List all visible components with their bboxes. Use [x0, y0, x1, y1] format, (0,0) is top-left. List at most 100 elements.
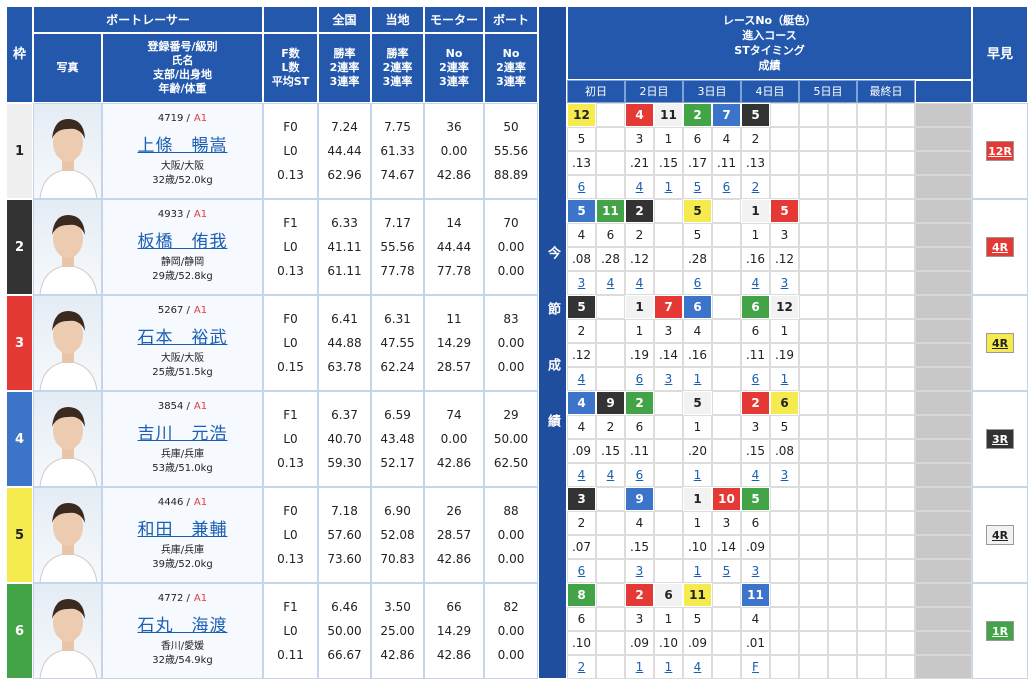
course: 4	[683, 319, 712, 343]
frame-number: 1	[6, 103, 33, 199]
result[interactable]: 1	[654, 175, 683, 199]
course: 3	[654, 319, 683, 343]
result[interactable]: 3	[567, 271, 596, 295]
stat-value: 28.57	[436, 360, 472, 374]
stat-field: 2連率	[439, 61, 469, 74]
st-timing: .10	[683, 535, 712, 559]
st-timing: .10	[654, 631, 683, 655]
age-weight: 32歳/52.0kg	[152, 175, 213, 186]
stat-cell: 6.37 40.70 59.30	[318, 391, 371, 487]
result[interactable]: 1	[654, 655, 683, 679]
stat-value: L0	[283, 432, 298, 446]
racer-name[interactable]: 和田 兼輔	[137, 520, 228, 540]
race-cell	[799, 295, 828, 319]
stat-value: 6.41	[331, 312, 358, 326]
race-cell	[799, 655, 828, 679]
result[interactable]: 6	[567, 175, 596, 199]
stat-cell: F1 L0 0.13	[263, 199, 318, 295]
result[interactable]: 6	[741, 367, 770, 391]
age-weight: 39歳/52.0kg	[152, 559, 213, 570]
result[interactable]: 6	[567, 559, 596, 583]
result[interactable]: 4	[596, 271, 625, 295]
stat-value: 62.24	[380, 360, 415, 374]
quick-link[interactable]: 1R	[986, 621, 1014, 641]
stat-cell: 88 0.00 0.00	[484, 487, 538, 583]
race-cell	[770, 607, 799, 631]
stat-value: F0	[283, 120, 298, 134]
result[interactable]: 4	[741, 463, 770, 487]
blank-cell	[915, 271, 972, 295]
racer-name[interactable]: 吉川 元浩	[137, 424, 228, 444]
result[interactable]: 5	[683, 175, 712, 199]
branch: 香川/愛媛	[160, 641, 205, 652]
reg-class: 4772 /A1	[158, 591, 207, 605]
stat-value: L0	[283, 528, 298, 542]
result[interactable]: 3	[770, 271, 799, 295]
result[interactable]: 1	[770, 367, 799, 391]
result[interactable]: 1	[625, 655, 654, 679]
quick-link[interactable]: 4R	[986, 237, 1014, 257]
racer-name[interactable]: 上條 暢嵩	[137, 136, 228, 156]
result[interactable]: 2	[741, 175, 770, 199]
race-cell	[828, 655, 857, 679]
result[interactable]: 4	[625, 175, 654, 199]
race-cell	[770, 583, 799, 607]
course: 6	[741, 511, 770, 535]
result[interactable]: 4	[625, 271, 654, 295]
race-cell	[857, 295, 886, 319]
race-number: 5	[741, 487, 770, 511]
result[interactable]: 3	[770, 463, 799, 487]
racer-name[interactable]: 石本 裕武	[137, 328, 228, 348]
result[interactable]: 5	[712, 559, 741, 583]
race-cell	[886, 535, 915, 559]
st-timing: .15	[625, 535, 654, 559]
racer-class: A1	[193, 400, 208, 412]
quick-link[interactable]: 4R	[986, 525, 1014, 545]
course: 6	[741, 319, 770, 343]
quick-link[interactable]: 12R	[986, 141, 1014, 161]
race-cell	[712, 583, 741, 607]
race-number: 6	[741, 295, 770, 319]
quick-link[interactable]: 4R	[986, 333, 1014, 353]
stat-value: F0	[283, 312, 298, 326]
result[interactable]: 1	[683, 559, 712, 583]
race-cell	[799, 583, 828, 607]
stat-value: 25.00	[380, 624, 415, 638]
stat-value: 0.13	[277, 168, 304, 182]
fl-field: 平均ST	[271, 75, 310, 88]
result[interactable]: 3	[625, 559, 654, 583]
stat-value: 42.86	[436, 648, 472, 662]
result[interactable]: 4	[741, 271, 770, 295]
result[interactable]: F	[741, 655, 770, 679]
race-number: 2	[625, 583, 654, 607]
result[interactable]: 6	[712, 175, 741, 199]
stat-cell: F0 L0 0.13	[263, 487, 318, 583]
racer-name[interactable]: 石丸 海渡	[137, 616, 228, 636]
result[interactable]: 6	[683, 271, 712, 295]
result[interactable]: 3	[654, 367, 683, 391]
blank-cell	[915, 247, 972, 271]
result[interactable]: 4	[567, 463, 596, 487]
result[interactable]: 3	[741, 559, 770, 583]
racer-name[interactable]: 板橋 侑我	[137, 232, 228, 252]
result[interactable]: 4	[683, 655, 712, 679]
result[interactable]: 1	[683, 463, 712, 487]
result[interactable]: 4	[567, 367, 596, 391]
stat-value: 55.56	[380, 240, 415, 254]
result[interactable]: 6	[625, 463, 654, 487]
national-fields-header: 勝率 2連率 3連率	[318, 33, 371, 103]
day-header: 4日目	[741, 80, 799, 103]
result[interactable]: 2	[567, 655, 596, 679]
stat-cell: 50 55.56 88.89	[484, 103, 538, 199]
race-cell	[712, 655, 741, 679]
result[interactable]: 1	[683, 367, 712, 391]
quick-link[interactable]: 3R	[986, 429, 1014, 449]
result[interactable]: 4	[596, 463, 625, 487]
blank-cell	[915, 151, 972, 175]
race-cell	[596, 103, 625, 127]
st-timing: .08	[567, 247, 596, 271]
race-cell	[712, 295, 741, 319]
stat-value: 44.88	[327, 336, 362, 350]
course: 1	[683, 415, 712, 439]
result[interactable]: 6	[625, 367, 654, 391]
